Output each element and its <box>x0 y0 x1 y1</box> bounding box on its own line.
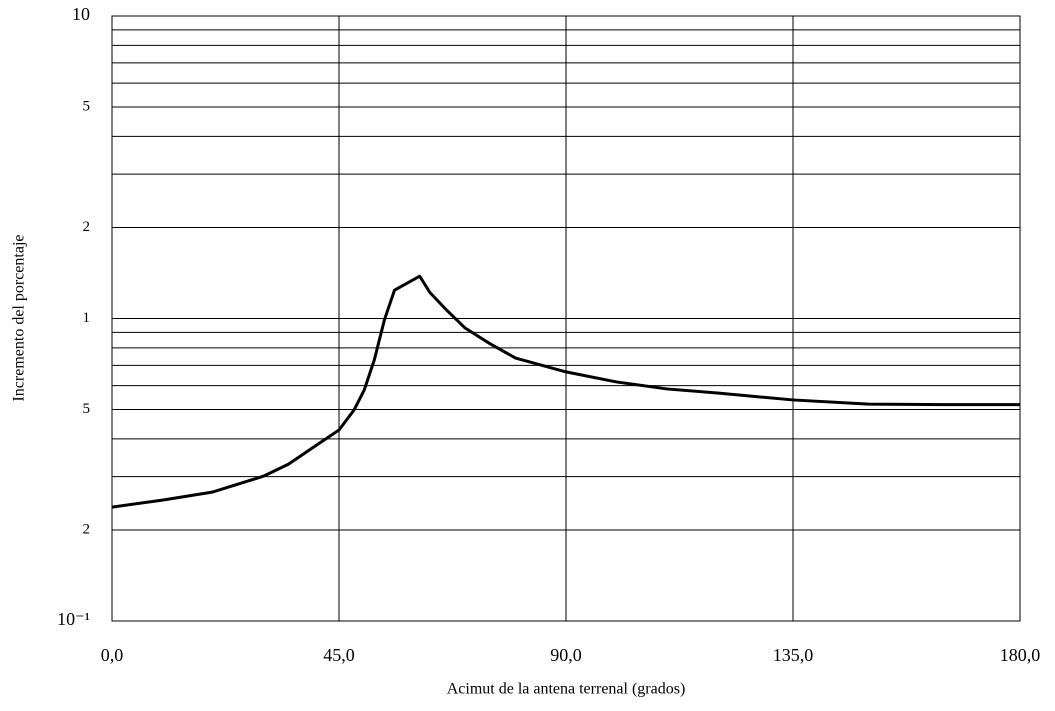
x-tick-label: 0,0 <box>101 645 124 665</box>
x-axis-title: Acimut de la antena terrenal (grados) <box>447 681 686 698</box>
y-tick-label: 2 <box>83 521 91 537</box>
x-tick-label: 180,0 <box>1000 645 1041 665</box>
data-line <box>111 274 1020 509</box>
y-tick-label: 5 <box>83 401 91 417</box>
y-axis-title: Incremento del porcentaje <box>11 234 28 401</box>
y-tick-label: 2 <box>83 219 91 235</box>
x-tick-label: 45,0 <box>323 645 355 665</box>
y-tick-label: 10 <box>72 4 90 24</box>
y-tick-label: 5 <box>83 98 91 114</box>
x-tick-label: 135,0 <box>773 645 814 665</box>
y-tick-label: 10⁻¹ <box>57 609 90 629</box>
x-tick-label: 90,0 <box>550 645 582 665</box>
y-tick-label: 1 <box>83 310 91 326</box>
